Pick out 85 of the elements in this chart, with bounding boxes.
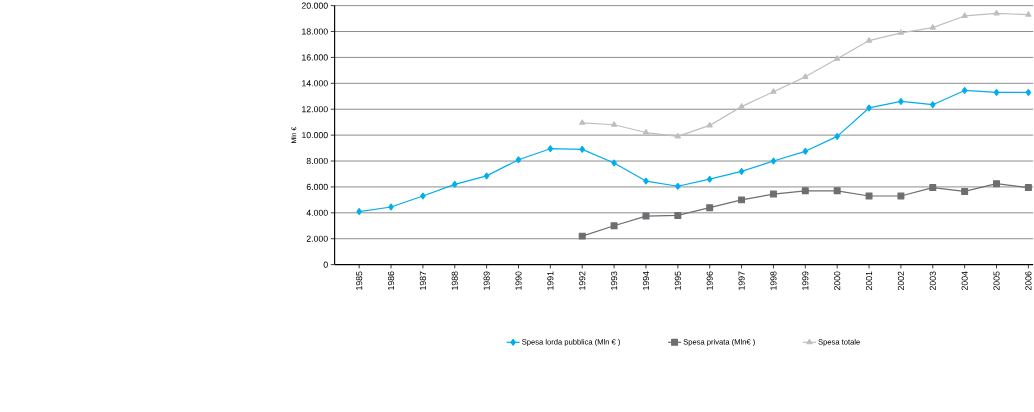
point	[483, 172, 490, 180]
y-tick-label: 10.000	[302, 131, 328, 139]
x-tick-label: 1995	[674, 271, 681, 290]
x-tick-label: 2000	[834, 271, 841, 290]
x-tick-label: 1986	[387, 271, 395, 290]
point	[802, 147, 809, 155]
x-tick-label: 1985	[356, 271, 363, 290]
point	[738, 103, 745, 109]
point	[643, 177, 649, 185]
point	[897, 192, 905, 200]
point	[770, 88, 777, 94]
point	[579, 145, 585, 153]
point	[770, 157, 777, 165]
point	[356, 207, 362, 215]
x-tick-label: 2006	[1025, 271, 1032, 290]
point	[738, 196, 746, 204]
x-tick-label: 1988	[451, 271, 458, 290]
point	[993, 9, 1000, 16]
point	[674, 132, 681, 139]
point	[961, 12, 968, 18]
y-tick-label: 16.000	[302, 54, 328, 61]
point	[769, 190, 777, 198]
point	[929, 24, 936, 30]
x-tick-label: 1989	[483, 271, 490, 290]
point	[929, 183, 937, 191]
point	[706, 175, 713, 183]
x-tick-label: 1992	[579, 271, 586, 290]
point	[675, 182, 681, 190]
point	[897, 29, 905, 35]
point	[1024, 183, 1032, 191]
point	[706, 204, 714, 212]
x-tick-label: 2005	[993, 271, 1000, 290]
point	[961, 187, 969, 195]
point	[420, 192, 426, 200]
point	[515, 156, 522, 164]
point	[993, 180, 1001, 188]
x-tick-label: 1991	[547, 271, 554, 290]
point	[1025, 11, 1032, 17]
point	[833, 187, 841, 195]
x-tick-label: 2003	[929, 271, 936, 290]
point	[579, 119, 586, 125]
point	[865, 192, 873, 200]
x-tick-label: 1996	[706, 271, 713, 290]
x-tick-label: 1993	[611, 271, 618, 290]
point	[865, 36, 873, 43]
point	[642, 128, 650, 135]
point	[930, 101, 936, 109]
y-tick-label: 2.000	[306, 235, 328, 242]
x-tick-label: 2004	[961, 271, 968, 290]
point	[961, 86, 968, 94]
point	[898, 97, 904, 105]
point	[451, 180, 458, 188]
point	[547, 145, 554, 153]
y-tick-label: 18.000	[302, 28, 328, 35]
x-tick-label: 2002	[897, 271, 904, 290]
point	[610, 121, 618, 127]
point	[834, 132, 840, 140]
x-tick-label: 2001	[865, 271, 873, 290]
x-tick-label: 1999	[802, 271, 809, 290]
point	[611, 159, 617, 167]
x-tick-label: 1990	[515, 271, 522, 290]
y-tick-label: 4.000	[306, 209, 328, 216]
x-tick-label: 1997	[738, 271, 745, 290]
point	[642, 212, 650, 220]
point	[834, 55, 841, 61]
y-tick-label: 0	[323, 261, 328, 268]
point	[706, 121, 713, 128]
point	[866, 104, 872, 112]
point	[1025, 88, 1032, 96]
x-tick-label: 1998	[770, 271, 777, 290]
point	[738, 167, 745, 175]
y-tick-label: 8.000	[306, 157, 328, 164]
x-tick-label: 1994	[642, 271, 650, 290]
y-tick-label: 12.000	[302, 106, 328, 113]
point	[674, 211, 682, 219]
y-tick-label: 6.000	[306, 183, 328, 190]
point	[993, 88, 1000, 96]
point	[802, 73, 809, 79]
y-tick-label: 20.000	[301, 2, 328, 9]
y-tick-label: 14.000	[302, 80, 328, 87]
point	[610, 222, 618, 230]
x-tick-label: 1987	[419, 271, 426, 290]
point	[578, 232, 586, 240]
point	[388, 203, 394, 211]
point	[801, 187, 809, 195]
